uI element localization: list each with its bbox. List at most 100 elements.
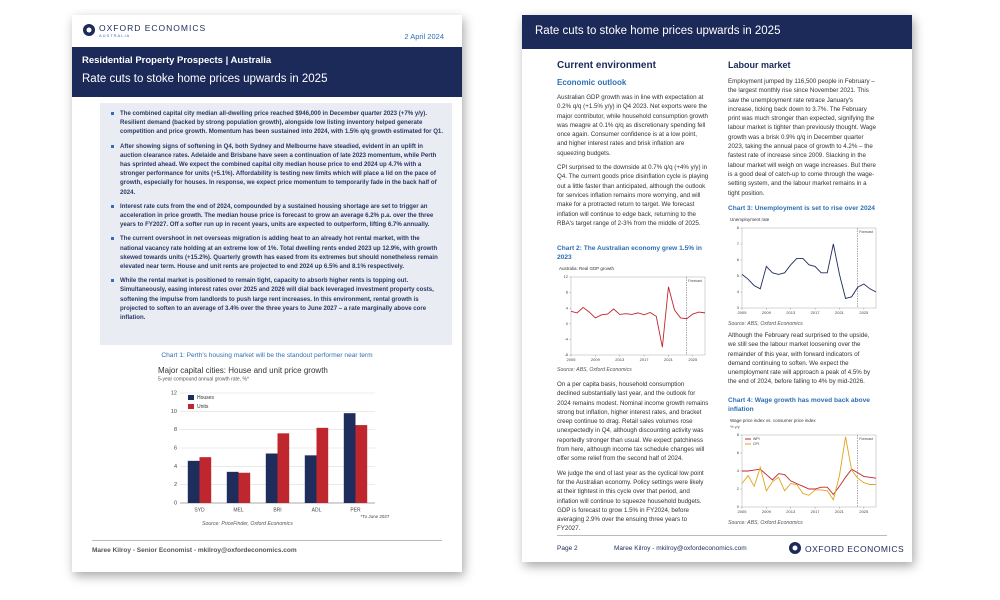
x-tick-label: 2013 <box>615 357 625 362</box>
x-tick-label: 2013 <box>786 310 796 315</box>
header-band: Rate cuts to stoke home prices upwards i… <box>522 15 912 49</box>
footer-author: Maree Kilroy - mkilroy@oxfordeconomics.c… <box>614 545 747 552</box>
y-tick-label: 0 <box>737 504 740 509</box>
chart-caption: Chart 1: Perth's housing market will be … <box>161 352 373 359</box>
y-tick-label: 0 <box>566 321 569 326</box>
x-tick-label: 2005 <box>738 310 748 315</box>
chart-title: Major capital cities: House and unit pri… <box>158 366 328 375</box>
legend-label: Houses <box>197 395 214 401</box>
y-tick-label: 6 <box>174 445 177 451</box>
x-tick-label: 2009 <box>762 509 772 514</box>
line-series <box>570 286 706 348</box>
chart-subtitle: 5-year compound annual growth rate, %* <box>158 376 249 382</box>
x-tick-label: 2009 <box>591 357 601 362</box>
y-tick-label: 6 <box>737 257 740 262</box>
x-tick-label: 2017 <box>640 357 650 362</box>
chart-3: Unemployment rate 3 4 5 6 7 8 2005 2009 2013 2017 2… <box>730 217 877 315</box>
chart-subtitle: % y/y <box>730 424 740 429</box>
page-1: OXFORD ECONOMICS AUSTRALIA 2 April 2024 … <box>72 15 462 572</box>
y-tick-label: 8 <box>174 427 177 433</box>
y-tick-label: 7 <box>737 241 740 246</box>
x-tick-label: 2025 <box>859 509 869 514</box>
bullet-list: The combined capital city median all-dwe… <box>108 109 444 327</box>
x-tick-label: 2025 <box>688 357 698 362</box>
x-tick-label: 2009 <box>762 310 772 315</box>
logo-icon <box>789 542 801 554</box>
y-tick-label: 2 <box>737 486 740 491</box>
x-tick-label: 2005 <box>738 509 748 514</box>
plot-frame <box>741 227 877 309</box>
chart-caption: Chart 4: Wage growth has moved back abov… <box>728 397 870 413</box>
chart-caption: Chart 3: Unemployment is set to rise ove… <box>728 205 875 212</box>
bar <box>304 455 317 503</box>
forecast-label: Forecast <box>688 279 702 283</box>
y-tick-label: 2 <box>174 482 177 488</box>
header-subtitle: Rate cuts to stoke home prices upwards i… <box>82 73 328 85</box>
x-tick-label: PER <box>350 507 361 513</box>
paragraph: Although the February read surprised to … <box>728 332 871 386</box>
x-tick-label: 2021 <box>664 357 674 362</box>
footer: Maree Kilroy - Senior Economist - mkilro… <box>92 547 297 554</box>
x-tick-label: 2005 <box>567 357 577 362</box>
page-2: Rate cuts to stoke home prices upwards i… <box>522 15 912 562</box>
logo-text: OXFORD ECONOMICS <box>805 544 905 554</box>
y-tick-label: 8 <box>737 225 740 230</box>
y-tick-label: 4 <box>737 289 740 294</box>
x-tick-label: 2017 <box>811 310 821 315</box>
bullet: The combined capital city median all-dwe… <box>108 109 444 137</box>
bar <box>199 457 212 503</box>
forecast-label: Forecast <box>859 437 873 441</box>
chart-1: Major capital cities: House and unit pri… <box>158 366 390 519</box>
chart-note: *To June 2027 <box>361 514 390 519</box>
page-number: Page 2 <box>557 545 578 552</box>
paragraph: On a per capita basis, household consump… <box>557 381 709 463</box>
y-tick-label: 3 <box>737 305 740 310</box>
line-series <box>742 468 877 496</box>
x-tick-label: ADL <box>312 507 322 513</box>
bar <box>277 433 290 503</box>
y-tick-label: 8 <box>566 290 569 295</box>
chart-source: Source: ABS, Oxford Economics <box>728 321 803 327</box>
chart-source: Source: ABS, Oxford Economics <box>557 367 632 373</box>
x-tick-label: 2021 <box>835 310 845 315</box>
bar <box>343 413 356 503</box>
summary-box: The combined capital city median all-dwe… <box>100 103 452 345</box>
forecast-label: Forecast <box>859 230 873 234</box>
legend-swatch <box>188 395 194 400</box>
x-tick-label: MEL <box>233 507 244 513</box>
y-tick-label: -8 <box>564 352 568 357</box>
x-tick-label: 2017 <box>811 509 821 514</box>
logo-region: AUSTRALIA <box>99 33 131 38</box>
bar <box>316 427 329 503</box>
section-title: Current environment <box>557 60 656 71</box>
legend-label: WPI <box>753 437 760 441</box>
paragraph: Employment jumped by 116,500 people in F… <box>728 78 877 197</box>
left-column-top: Australian GDP growth was in line with e… <box>557 93 709 228</box>
chart-caption: Chart 2: The Australian economy grew 1.5… <box>557 245 702 261</box>
x-tick-label: BRI <box>273 507 281 513</box>
legend-label: Units <box>197 404 209 410</box>
line-series <box>741 436 876 501</box>
legend-swatch <box>188 404 194 409</box>
chart-title: Unemployment rate <box>730 217 770 222</box>
chart-4: Wage price index vs. consumer price inde… <box>730 418 877 514</box>
x-tick-label: 2021 <box>835 509 845 514</box>
line-series <box>741 243 877 299</box>
y-tick-label: 4 <box>566 305 569 310</box>
paragraph: Australian GDP growth was in line with e… <box>557 94 708 157</box>
y-tick-label: -4 <box>564 336 568 341</box>
y-tick-label: 12 <box>171 390 177 396</box>
bar <box>265 453 278 503</box>
subheading: Economic outlook <box>557 78 627 87</box>
bar <box>238 472 251 503</box>
bullet: Interest rate cuts from the end of 2024,… <box>108 202 444 230</box>
section-title: Labour market <box>728 60 791 70</box>
legend-label: CPI <box>753 442 759 446</box>
x-tick-label: 2025 <box>859 310 869 315</box>
footer-rule <box>557 535 887 536</box>
bullet: After showing signs of softening in Q4, … <box>108 142 444 197</box>
y-tick-label: 6 <box>737 450 740 455</box>
y-tick-label: 8 <box>737 432 740 437</box>
logo-text: OXFORD ECONOMICS <box>99 23 207 33</box>
